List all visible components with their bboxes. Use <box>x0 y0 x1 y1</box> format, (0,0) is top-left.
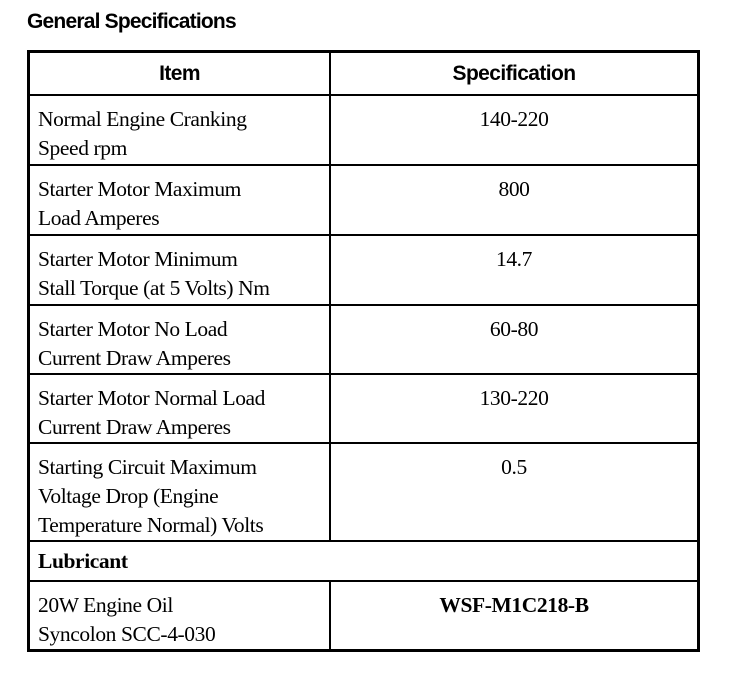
column-header-specification: Specification <box>329 50 700 96</box>
section-heading-lubricant: Lubricant <box>27 540 700 582</box>
item-cell: Starter Motor Minimum Stall Torque (at 5 … <box>27 234 331 306</box>
specification-cell: 14.7 <box>329 234 700 306</box>
item-text-line: Load Amperes <box>38 206 160 230</box>
table-row: Starter Motor No Load Current Draw Ampere… <box>27 304 700 375</box>
table-row: Starting Circuit Maximum Voltage Drop (En… <box>27 442 700 542</box>
item-text-line: 20W Engine Oil <box>38 593 173 617</box>
item-text-line: Starter Motor Minimum <box>38 247 238 271</box>
item-cell: Starter Motor Normal Load Current Draw Am… <box>27 373 331 444</box>
item-text-line: Current Draw Amperes <box>38 346 231 370</box>
specification-cell: 140-220 <box>329 94 700 166</box>
item-text-line: Syncolon SCC-4-030 <box>38 622 216 646</box>
item-text-line: Starter Motor Normal Load <box>38 386 266 410</box>
item-text-line: Current Draw Amperes <box>38 415 231 439</box>
item-cell: 20W Engine Oil Syncolon SCC-4-030 <box>27 580 331 652</box>
item-text-line: Voltage Drop (Engine <box>38 484 219 508</box>
table-row: Normal Engine Cranking Speed rpm 140-220 <box>27 94 700 166</box>
table-row-lubricant: 20W Engine Oil Syncolon SCC-4-030 WSF-M1C2… <box>27 580 700 652</box>
table-header-row: Item Specification <box>27 50 700 96</box>
section-row: Lubricant <box>27 540 700 582</box>
item-text-line: Starting Circuit Maximum <box>38 455 257 479</box>
item-text-line: Starter Motor Maximum <box>38 177 241 201</box>
specification-cell: 800 <box>329 164 700 236</box>
item-text-line: Temperature Normal) Volts <box>38 513 264 537</box>
page-title: General Specifications <box>27 10 237 33</box>
specification-cell: WSF-M1C218-B <box>329 580 700 652</box>
item-cell: Normal Engine Cranking Speed rpm <box>27 94 331 166</box>
specification-cell: 0.5 <box>329 442 700 542</box>
table-row: Starter Motor Minimum Stall Torque (at 5 … <box>27 234 700 306</box>
item-cell: Starter Motor Maximum Load Amperes <box>27 164 331 236</box>
specifications-table: Item Specification Normal Engine Crankin… <box>27 50 700 652</box>
specification-cell: 60-80 <box>329 304 700 375</box>
item-text-line: Starter Motor No Load <box>38 317 228 341</box>
item-text-line: Speed rpm <box>38 136 127 160</box>
item-cell: Starting Circuit Maximum Voltage Drop (En… <box>27 442 331 542</box>
column-header-item: Item <box>27 50 331 96</box>
item-text-line: Stall Torque (at 5 Volts) Nm <box>38 276 270 300</box>
item-text-line: Normal Engine Cranking <box>38 107 247 131</box>
table-row: Starter Motor Normal Load Current Draw Am… <box>27 373 700 444</box>
table-row: Starter Motor Maximum Load Amperes 800 <box>27 164 700 236</box>
item-cell: Starter Motor No Load Current Draw Ampere… <box>27 304 331 375</box>
specification-cell: 130-220 <box>329 373 700 444</box>
